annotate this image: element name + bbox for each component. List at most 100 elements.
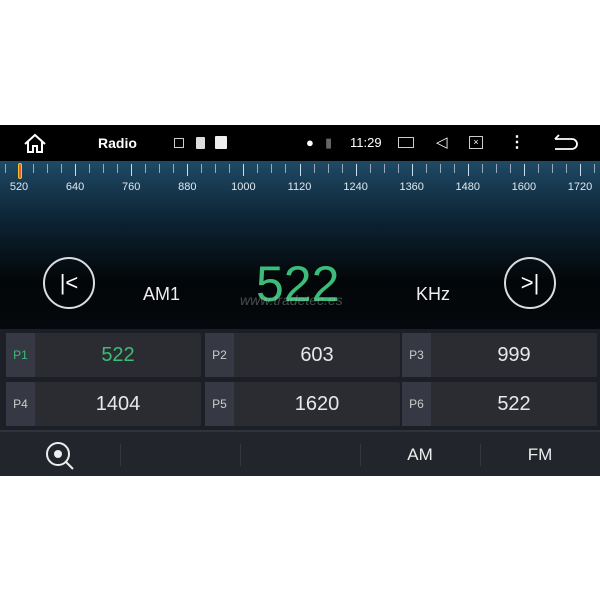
- preset-button-p3[interactable]: P3 999: [402, 333, 597, 377]
- preset-button-p6[interactable]: P6 522: [402, 382, 597, 426]
- preset-frequency: 522: [101, 344, 135, 366]
- preset-frequency: 1404: [95, 393, 141, 415]
- band-label: AM1: [143, 284, 181, 304]
- scale-tick: [439, 164, 441, 173]
- preset-button-p1[interactable]: P1 522: [6, 333, 201, 377]
- divider: [240, 444, 241, 466]
- scale-tick: [537, 164, 539, 173]
- more-icon[interactable]: ⋮: [509, 134, 525, 151]
- scale-tick: [257, 164, 259, 173]
- app-title: Radio: [98, 135, 137, 151]
- preset-label: P6: [402, 382, 431, 426]
- scale-label: 1480: [455, 181, 481, 193]
- scale-tick: [453, 164, 455, 173]
- scale-label: 760: [122, 181, 141, 193]
- preset-label: P5: [205, 382, 234, 426]
- scale-tick: [411, 164, 413, 176]
- fm-button[interactable]: FM: [527, 445, 553, 464]
- scale-tick: [131, 164, 133, 176]
- search-icon: [46, 441, 74, 470]
- scale-tick: [187, 164, 189, 176]
- radio-screen: Radio ● ▮ 11:29 ◁ × ⋮ 520 640 760 880 1000 11…: [0, 125, 600, 476]
- tuning-needle[interactable]: [17, 163, 22, 179]
- scale-tick: [565, 164, 567, 173]
- scale-tick: [481, 164, 483, 173]
- scale-tick: [215, 164, 217, 173]
- storage-icon: [215, 125, 227, 161]
- scale-tick: [467, 164, 469, 176]
- scale-tick: [369, 164, 371, 173]
- back-icon[interactable]: [552, 125, 578, 161]
- scale-label: 1120: [287, 181, 312, 193]
- preset-button-p5[interactable]: P5 1620: [205, 382, 400, 426]
- image-icon: [174, 125, 184, 161]
- scale-label: 640: [65, 181, 85, 193]
- scale-tick: [145, 164, 147, 173]
- screen-close-icon[interactable]: ×: [469, 125, 483, 161]
- no-sim-icon: ▮: [325, 135, 333, 150]
- scale-tick: [61, 164, 63, 173]
- frequency-scale[interactable]: 520 640 760 880 1000 1120 1240 1360 1480 1600 1720: [0, 161, 600, 201]
- skip-next-icon: >|: [520, 270, 540, 295]
- scale-tick: [580, 164, 581, 176]
- preset-frequency: 522: [497, 393, 531, 415]
- scale-tick: [397, 164, 399, 173]
- scale-tick: [383, 164, 385, 173]
- preset-label: P3: [402, 333, 431, 377]
- preset-button-p2[interactable]: P2 603: [205, 333, 400, 377]
- scale-tick: [313, 164, 315, 173]
- time-display: 11:29: [350, 135, 382, 150]
- unit-label: KHz: [416, 284, 451, 304]
- scale-tick: [103, 164, 105, 173]
- scale-tick: [117, 164, 119, 173]
- scale-tick: [594, 164, 596, 173]
- scale-label: 1720: [567, 181, 593, 193]
- scale-tick: [509, 164, 511, 173]
- divider: [480, 444, 481, 466]
- sd-card-icon: [196, 125, 205, 161]
- am-button[interactable]: AM: [407, 445, 433, 464]
- scale-tick: [551, 164, 553, 173]
- scale-tick: [47, 164, 49, 173]
- scale-tick: [173, 164, 175, 173]
- volume-icon[interactable]: ◁: [436, 134, 448, 151]
- scale-tick: [523, 164, 525, 176]
- scale-tick: [75, 164, 77, 176]
- scale-label: 520: [9, 181, 29, 193]
- preset-frequency: 1620: [294, 393, 340, 415]
- divider: [120, 444, 121, 466]
- scale-tick: [355, 164, 357, 176]
- skip-previous-icon: |<: [59, 270, 79, 295]
- scale-label: 880: [178, 181, 197, 193]
- scale-tick: [271, 164, 273, 173]
- scale-label: 1240: [343, 181, 368, 193]
- bottom-bar: AM FM: [0, 430, 600, 476]
- preset-button-p4[interactable]: P4 1404: [6, 382, 201, 426]
- scale-tick: [495, 164, 497, 173]
- home-icon[interactable]: [22, 125, 50, 161]
- search-scan-button[interactable]: [0, 432, 120, 478]
- preset-frequency: 999: [497, 344, 531, 366]
- scale-tick: [425, 164, 427, 173]
- scale-tick: [341, 164, 343, 173]
- seek-previous-button[interactable]: |<: [43, 257, 95, 309]
- scale-tick: [327, 164, 329, 173]
- scale-label: 1000: [231, 181, 256, 193]
- seek-next-button[interactable]: >|: [504, 257, 556, 309]
- scale-tick: [285, 164, 287, 173]
- scale-tick: [299, 164, 301, 176]
- camera-icon[interactable]: [398, 125, 414, 161]
- scale-tick: [89, 164, 91, 173]
- scale-label: 1600: [511, 181, 537, 193]
- scale-label: 1360: [399, 181, 424, 193]
- preset-label: P4: [6, 382, 35, 426]
- preset-frequency: 603: [300, 344, 334, 366]
- preset-label: P1: [6, 333, 35, 377]
- location-icon: ●: [306, 135, 314, 150]
- divider: [360, 444, 361, 466]
- watermark: www.tradetec.es: [240, 292, 343, 308]
- preset-label: P2: [205, 333, 234, 377]
- scale-tick: [4, 164, 6, 173]
- tuner-area: 520 640 760 880 1000 1120 1240 1360 1480 1600 1720…: [0, 161, 600, 329]
- scale-tick: [33, 164, 35, 173]
